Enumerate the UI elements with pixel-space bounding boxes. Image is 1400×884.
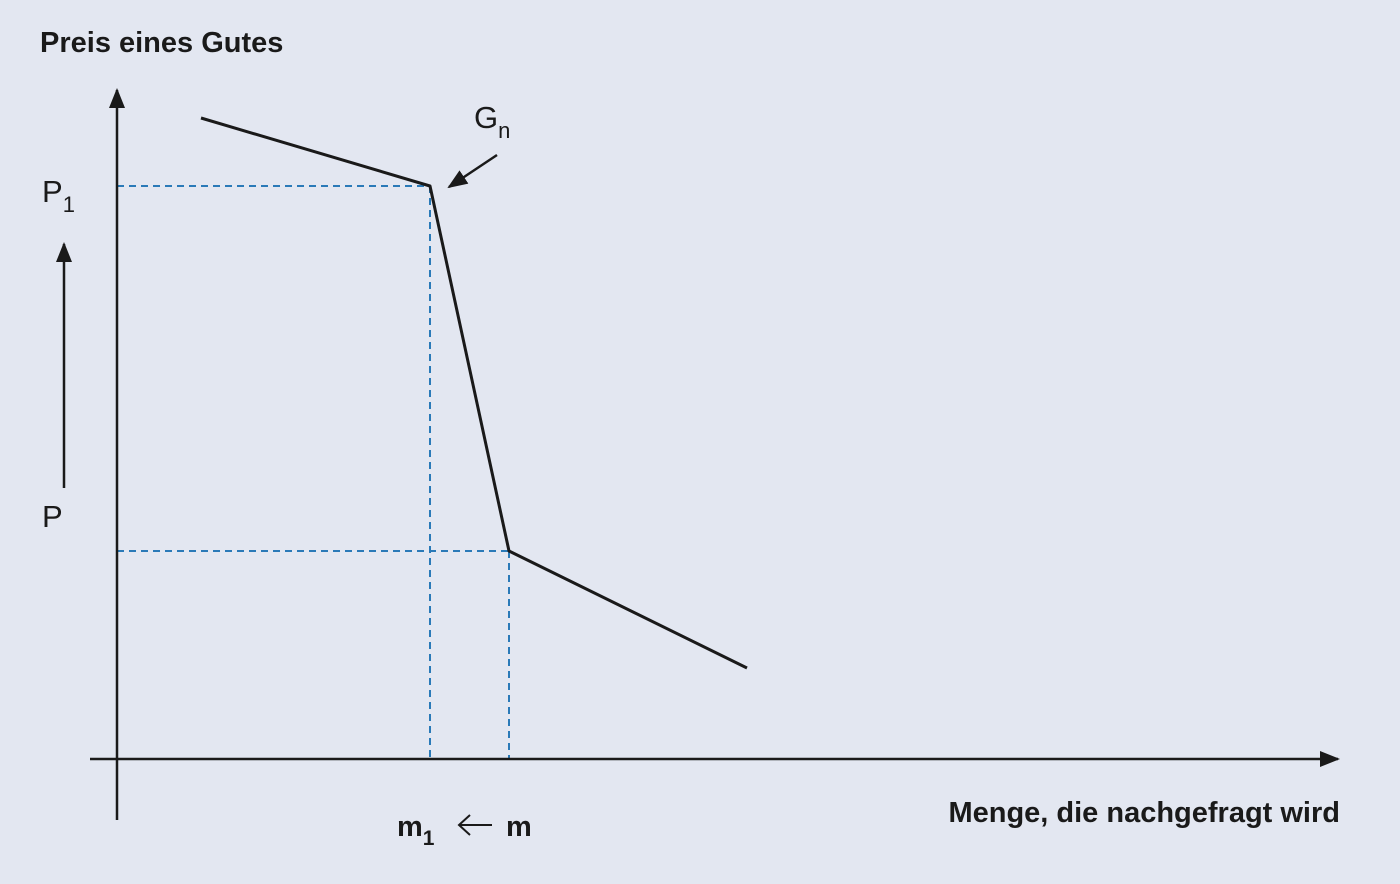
curve-label: Gn	[474, 100, 510, 143]
price-label-sub: 1	[63, 192, 75, 217]
price-label-main: P	[42, 174, 63, 209]
price-label: P1	[42, 174, 75, 217]
quantity-label: m	[506, 811, 532, 843]
quantity-arrow-head	[457, 814, 471, 836]
quantity-label: m1	[397, 811, 435, 850]
x-axis-label: Menge, die nachgefragt wird	[948, 797, 1340, 829]
quantity-label-sub: 1	[423, 827, 435, 850]
curve-label-sub: n	[498, 118, 510, 143]
price-label: P	[42, 499, 63, 534]
curve-label-main: G	[474, 100, 498, 135]
y-axis-label: Preis eines Gutes	[40, 27, 283, 59]
demand-curve	[200, 116, 748, 670]
quantity-label-main: m	[397, 811, 423, 843]
pointer-arrow	[447, 153, 498, 189]
